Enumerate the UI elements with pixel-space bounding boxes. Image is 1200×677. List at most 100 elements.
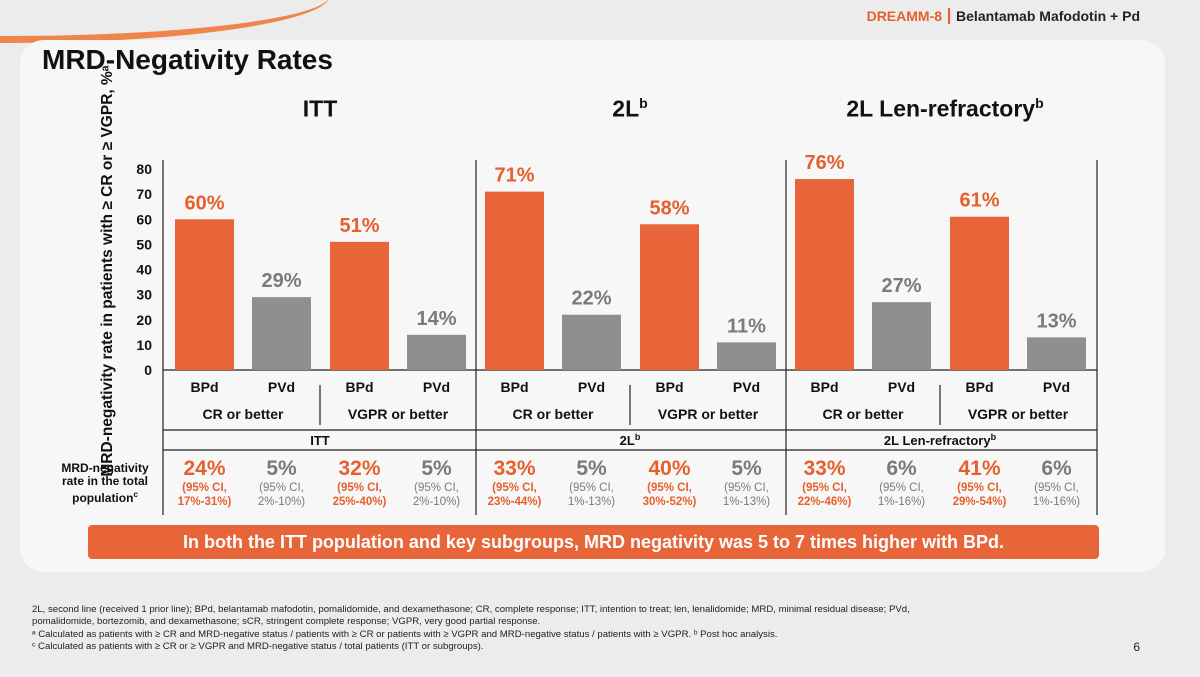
page-number: 6 [1133, 640, 1140, 654]
subgroup-label: VGPR or better [348, 406, 449, 422]
subgroup-label: CR or better [203, 406, 284, 422]
y-tick-label: 20 [136, 312, 152, 328]
total-population-ci-range: 1%-13%) [567, 496, 616, 508]
subgroup-label: VGPR or better [658, 406, 759, 422]
bar-pvd [872, 302, 931, 370]
total-population-ci: (95% CI, [569, 482, 614, 494]
subgroup-label: CR or better [823, 406, 904, 422]
total-population-pct: 5% [576, 457, 607, 480]
bar-data-label: 22% [571, 288, 611, 310]
y-tick-label: 60 [136, 211, 152, 227]
total-population-ci-range: 2%-10%) [412, 496, 461, 508]
total-population-pct: 6% [1041, 457, 1072, 480]
x-category-label: BPd [656, 379, 684, 395]
total-population-ci: (95% CI, [337, 482, 382, 494]
total-population-ci: (95% CI, [957, 482, 1002, 494]
group-title-sup: b [1035, 95, 1044, 111]
total-population-cell: 5% (95% CI, 2%-10%) [398, 457, 476, 509]
subgroup-label: CR or better [513, 406, 594, 422]
bar-bpd [950, 216, 1009, 370]
group-title-sup: b [639, 95, 648, 111]
total-population-ci-range: 2%-10%) [257, 496, 306, 508]
bar-data-label: 13% [1036, 310, 1076, 332]
total-population-ci-range: 1%-16%) [877, 496, 926, 508]
footnote-line: ᵃ Calculated as patients with ≥ CR and M… [32, 628, 778, 640]
total-population-cell: 33% (95% CI, 23%-44%) [476, 457, 554, 509]
total-population-ci: (95% CI, [724, 482, 769, 494]
bar-bpd [795, 179, 854, 370]
x-category-label: PVd [578, 379, 605, 395]
x-category-label: PVd [268, 379, 295, 395]
total-population-ci-range: 1%-13%) [722, 496, 771, 508]
total-population-cell: 41% (95% CI, 29%-54%) [941, 457, 1019, 509]
population-group-label: 2L Len-refractoryb [884, 432, 997, 448]
bar-pvd [562, 314, 621, 370]
footnote-line: 2L, second line (received 1 prior line);… [32, 604, 910, 615]
bar-data-label: 11% [727, 315, 766, 337]
subgroup-label: VGPR or better [968, 406, 1069, 422]
total-population-cell: 5% (95% CI, 2%-10%) [243, 457, 321, 509]
conclusion-banner: In both the ITT population and key subgr… [88, 525, 1099, 559]
group-title-text: ITT [302, 95, 338, 122]
slide-title: MRD-Negativity Rates [42, 44, 333, 75]
group-title-text: 2L Len-refractory [846, 95, 1036, 122]
bar-data-label: 61% [959, 190, 999, 212]
bar-pvd [717, 342, 776, 370]
bar-bpd [640, 224, 699, 370]
total-population-ci-range: 17%-31%) [177, 496, 232, 508]
bar-data-label: 71% [494, 165, 534, 187]
total-population-ci-range: 29%-54%) [952, 496, 1007, 508]
population-group-label: 2Lb [620, 432, 641, 448]
x-category-label: PVd [423, 379, 450, 395]
header-separator [948, 8, 951, 24]
y-tick-label: 80 [136, 161, 152, 177]
total-population-ci: (95% CI, [802, 482, 847, 494]
group-title-text: 2L [612, 95, 640, 122]
total-population-ci-range: 25%-40%) [332, 496, 387, 508]
group-title-2l: 2Lb [555, 95, 705, 123]
y-tick-label: 30 [136, 287, 152, 303]
bar-data-label: 29% [261, 270, 301, 292]
bar-data-label: 14% [416, 308, 456, 330]
y-tick-label: 50 [136, 236, 152, 252]
total-population-ci: (95% CI, [414, 482, 459, 494]
total-population-ci: (95% CI, [879, 482, 924, 494]
total-population-ci: (95% CI, [259, 482, 304, 494]
slide-header: DREAMM-8 Belantamab Mafodotin + Pd [867, 8, 1140, 24]
total-population-label-text: MRD-negativity rate in the total populat… [61, 461, 149, 505]
total-population-cell: 32% (95% CI, 25%-40%) [321, 457, 399, 509]
y-tick-label: 40 [136, 262, 152, 278]
total-population-ci-range: 23%-44%) [487, 496, 542, 508]
x-category-label: BPd [191, 379, 219, 395]
y-tick-label: 0 [144, 362, 152, 378]
total-population-ci-range: 30%-52%) [642, 496, 697, 508]
total-population-row-label: MRD-negativity rate in the total populat… [50, 462, 160, 505]
total-population-ci: (95% CI, [182, 482, 227, 494]
bar-data-label: 58% [649, 197, 689, 219]
total-population-label-sup: c [133, 490, 138, 499]
y-tick-label: 10 [136, 337, 152, 353]
bar-pvd [407, 334, 466, 370]
total-population-pct: 40% [648, 457, 691, 480]
total-population-cell: 40% (95% CI, 30%-52%) [631, 457, 709, 509]
bar-data-label: 76% [804, 152, 844, 174]
bar-pvd [1027, 337, 1086, 370]
x-category-label: BPd [811, 379, 839, 395]
bar-data-label: 51% [339, 215, 379, 237]
total-population-pct: 33% [803, 457, 846, 480]
x-category-label: BPd [346, 379, 374, 395]
x-category-label: BPd [966, 379, 994, 395]
total-population-ci: (95% CI, [492, 482, 537, 494]
x-category-label: BPd [501, 379, 529, 395]
total-population-pct: 5% [731, 457, 762, 480]
y-tick-label: 70 [136, 186, 152, 202]
total-population-ci-range: 1%-16%) [1032, 496, 1081, 508]
bar-pvd [252, 297, 311, 370]
total-population-cell: 33% (95% CI, 22%-46%) [786, 457, 864, 509]
regimen-name: Belantamab Mafodotin + Pd [956, 8, 1140, 24]
bar-bpd [330, 241, 389, 370]
bar-data-label: 60% [184, 192, 224, 214]
total-population-cell: 6% (95% CI, 1%-16%) [863, 457, 941, 509]
total-population-cell: 6% (95% CI, 1%-16%) [1018, 457, 1096, 509]
